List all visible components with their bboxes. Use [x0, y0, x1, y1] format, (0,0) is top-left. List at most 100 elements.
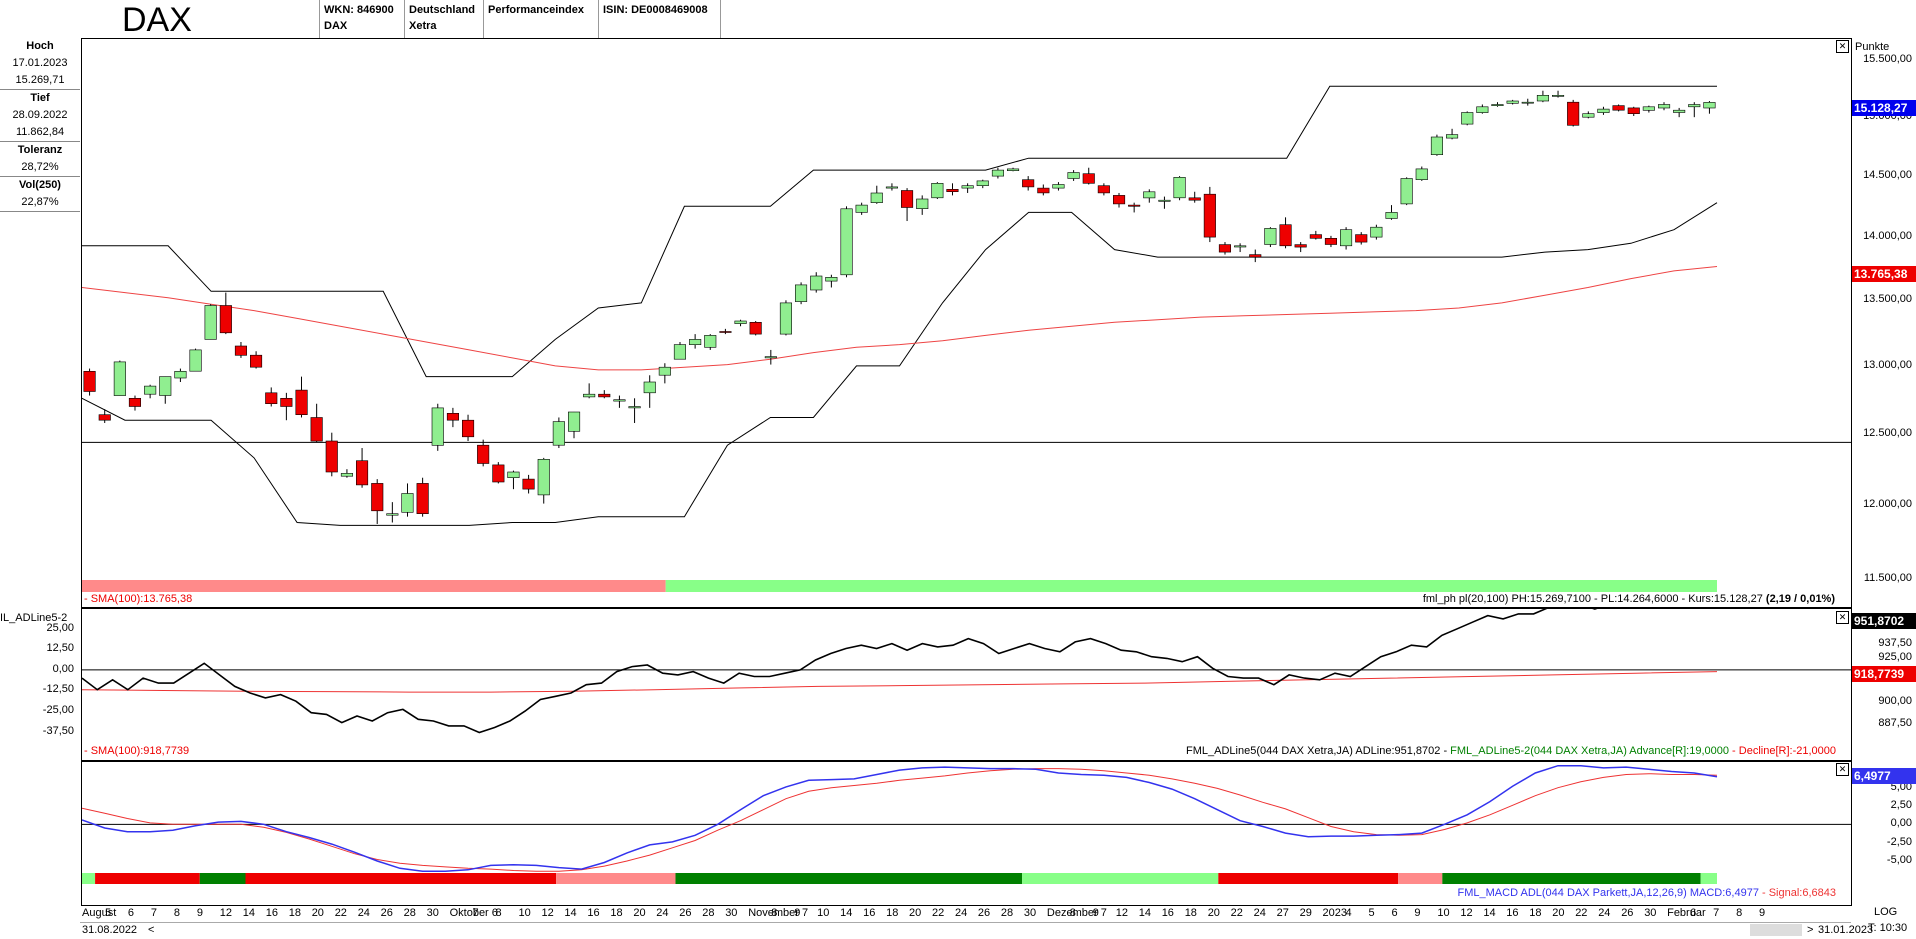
candle-body [931, 183, 944, 199]
index-type-cell: Performanceindex [483, 0, 599, 38]
candle-body [598, 393, 611, 398]
candle-body [113, 361, 126, 396]
time-tick-label: 8 [1069, 907, 1076, 919]
price-chart [82, 85, 1851, 592]
candle-body [204, 305, 217, 340]
time-tick-label: 2023 [1322, 907, 1347, 919]
candle-body [870, 192, 883, 203]
high-date: 17.01.2023 [12, 57, 68, 69]
page-title: DAX [122, 1, 192, 39]
exchange-label: Deutschland [409, 4, 476, 16]
candle-body [250, 354, 263, 368]
low-box: Tief 28.09.2022 11.862,84 [0, 90, 80, 142]
time-tick-label: 18 [886, 907, 899, 919]
time-tick-label: 24 [357, 907, 370, 919]
high-label: Hoch [26, 40, 54, 52]
adl-y-tick-left: 25,00 [46, 621, 74, 634]
wkn-label: WKN: 846900 [324, 4, 394, 16]
candle-body [1567, 101, 1580, 126]
candle-body [1491, 104, 1504, 107]
candle-body [1582, 113, 1595, 118]
candle-body [477, 444, 490, 464]
macd-strip-segment [245, 873, 557, 884]
adl-y-tick-right: 937,50 [1878, 637, 1912, 649]
candle-body [1309, 234, 1322, 239]
time-tick-label: 12 [1460, 907, 1473, 919]
time-tick-label: 24 [1253, 907, 1266, 919]
macd-y-tick: 2,50 [1890, 799, 1912, 811]
scroll-thumb[interactable] [1750, 924, 1802, 936]
main-info-text: fml_ph pl(20,100) PH:15.269,7100 - PL:14… [1422, 593, 1763, 605]
candle-body [976, 180, 989, 186]
candle-body [461, 419, 475, 438]
candle-body [265, 392, 278, 404]
time-tick-label: 16 [1161, 907, 1174, 919]
adl-line [82, 609, 1598, 734]
log-scale-label[interactable]: LOG [1874, 906, 1898, 918]
candle-body [1658, 104, 1671, 109]
time-tick-label: 22 [334, 907, 347, 919]
candle-body [189, 349, 202, 372]
candle-body [1536, 94, 1549, 102]
adl-info-label: FML_ADLine5(044 DAX Xetra,JA) ADLine:951… [1186, 745, 1836, 757]
candle-body [1143, 191, 1156, 199]
time-tick-label: 7 [1713, 907, 1720, 919]
candle-body [1552, 94, 1565, 97]
time-tick-label: 18 [1529, 907, 1542, 919]
candle-body [280, 397, 293, 407]
macd-signal-line [82, 768, 1718, 872]
time-tick-label: 7 [150, 907, 158, 919]
candle-body [1249, 254, 1262, 258]
candle-body [128, 397, 142, 407]
main-sma-label: - SMA(100):13.765,38 [84, 593, 193, 605]
macd-strip-segment [1442, 873, 1701, 884]
index-type-label: Performanceindex [488, 4, 584, 16]
time-tick-label: 5 [1368, 907, 1375, 919]
main-panel-frame [81, 38, 1852, 608]
time-tick-label: 12 [1115, 907, 1129, 919]
exchange-cell: Deutschland Xetra [404, 0, 484, 38]
candle-body [234, 345, 247, 356]
time-tick-label: 12 [219, 907, 233, 919]
candle-body [779, 302, 793, 335]
adl-name-label: IL_ADLine5-2 [0, 612, 68, 624]
candle-body [416, 483, 429, 514]
wkn-cell: WKN: 846900 DAX [319, 0, 405, 38]
candle-body [658, 366, 671, 376]
last-price-badge: 15.128,27 [1852, 100, 1916, 116]
scroll-right-arrow[interactable]: > [1807, 924, 1814, 936]
candle-body [522, 478, 535, 490]
isin-cell: ISIN: DE0008469008 [598, 0, 721, 38]
end-date: 31.01.2023 [1818, 924, 1874, 936]
scroll-left-arrow[interactable]: < [148, 924, 155, 936]
adl-y-tick-left: 0,00 [52, 662, 74, 675]
candle-body [98, 414, 111, 421]
close-main-panel-icon[interactable]: ✕ [1836, 40, 1849, 53]
time-tick-label: 6 [127, 907, 135, 919]
candle-body [794, 284, 808, 302]
candle-body [355, 460, 369, 486]
macd-strip-segment [82, 873, 96, 884]
adl-y-tick-left: -12,50 [42, 683, 74, 696]
candle-body [643, 381, 656, 394]
time-scrollbar[interactable]: 31.08.2022 < > 31.01.2023 [80, 922, 1873, 939]
macd-info-signal: - Signal:6,6843 [1758, 887, 1836, 899]
isin-label: ISIN: DE0008469008 [603, 4, 708, 16]
close-adl-panel-icon[interactable]: ✕ [1836, 611, 1849, 624]
adl-chart [82, 609, 1851, 734]
candle-body [1521, 101, 1534, 104]
time-tick-label: 30 [1644, 907, 1657, 919]
time-tick-label: 18 [610, 907, 623, 919]
adl-y-tick-left: -25,00 [42, 704, 74, 717]
macd-y-tick: -2,50 [1886, 835, 1912, 848]
time-tick-label: Februar [1667, 907, 1706, 919]
time-tick-label: 14 [1138, 907, 1152, 919]
close-macd-panel-icon[interactable]: ✕ [1836, 763, 1849, 776]
candle-body [1188, 197, 1201, 201]
time-tick-label: 24 [955, 907, 968, 919]
candle-body [1234, 245, 1247, 248]
candle-body [900, 190, 914, 208]
time-tick-label: 8 [771, 907, 778, 919]
candle-body [1370, 226, 1383, 238]
candle-body [749, 321, 762, 335]
